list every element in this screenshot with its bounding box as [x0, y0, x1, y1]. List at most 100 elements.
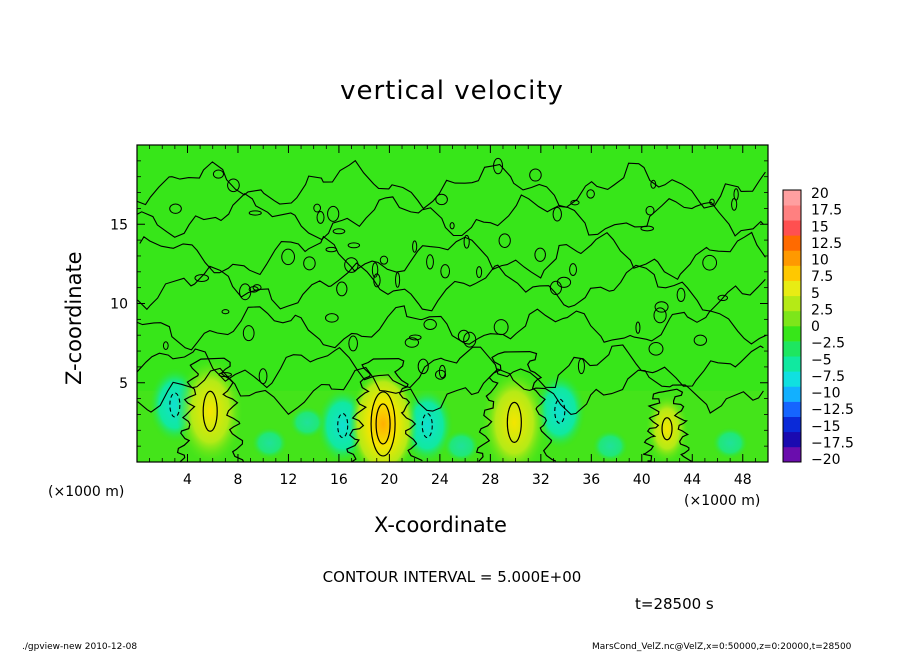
zero-contour [475, 350, 557, 462]
x-tick-label: 20 [380, 472, 398, 488]
x-tick-label: 32 [532, 472, 550, 488]
small-contour [347, 242, 361, 249]
small-contour [404, 337, 420, 348]
small-contour [556, 276, 572, 288]
small-contour [635, 321, 641, 334]
x-tick-label: 36 [582, 472, 600, 488]
chart-title: vertical velocity [340, 76, 564, 106]
small-contour [654, 301, 669, 313]
small-contour [463, 234, 470, 249]
zero-contour [137, 305, 767, 351]
colorbar-label: 2.5 [811, 302, 833, 318]
small-contour [440, 264, 451, 279]
small-contour [162, 341, 169, 351]
colorbar-label: 20 [811, 186, 829, 202]
x-tick-label: 48 [734, 472, 752, 488]
x-tick-label: 8 [233, 472, 242, 488]
contour-interval-text: CONTOUR INTERVAL = 5.000E+00 [322, 568, 582, 586]
updraft-contour [370, 391, 396, 457]
small-contour [248, 210, 262, 216]
small-contour [248, 286, 259, 293]
x-axis-unit-left: (×1000 m) [48, 484, 125, 500]
colorbar-segment [783, 220, 801, 236]
small-contour [717, 294, 728, 302]
colorbar-label: 17.5 [811, 203, 842, 219]
colorbar-label: 15 [811, 219, 829, 235]
zero-contour [176, 357, 245, 462]
colorbar-label: −7.5 [811, 369, 845, 385]
small-contour [395, 272, 401, 288]
downdraft-contour [554, 398, 566, 424]
small-contour [569, 263, 577, 277]
x-axis-ticks: 4 8 12 16 20 24 28 32 36 40 44 48 [149, 145, 756, 488]
colorbar-segment [783, 310, 801, 327]
zero-contour [137, 366, 764, 415]
x-tick-label: 16 [330, 472, 348, 488]
small-contour [242, 325, 255, 342]
small-contour [702, 254, 718, 271]
colorbar-label: −10 [811, 386, 841, 402]
colorbar-label: 10 [811, 253, 829, 269]
x-tick-label: 44 [683, 472, 701, 488]
updraft-core [176, 355, 245, 462]
small-contour [212, 169, 224, 179]
colorbar-segment [783, 326, 801, 342]
colorbar-segment [783, 341, 801, 357]
x-axis-unit-right: (×1000 m) [684, 493, 761, 509]
small-contour [435, 193, 448, 206]
y-axis-ticks: 5 10 15 [110, 160, 768, 447]
weak-downdraft [251, 426, 288, 459]
small-contour [371, 262, 379, 278]
y-tick-label: 10 [110, 297, 128, 313]
colorbar-segment [783, 371, 801, 387]
colorbar-segment [783, 416, 801, 433]
small-contour [640, 225, 654, 232]
small-contour [529, 168, 542, 182]
small-contour [258, 368, 268, 385]
x-tick-label: 28 [481, 472, 499, 488]
weak-downdraft [289, 406, 326, 439]
colorbar-segment [783, 431, 801, 448]
footer-right: MarsCond_VelZ.nc@VelZ,x=0:50000,z=0:2000… [592, 642, 852, 652]
colorbar-segment [783, 356, 801, 372]
small-contour [650, 179, 657, 189]
downdraft-contour [169, 392, 181, 418]
small-contour [570, 199, 580, 206]
small-contour [169, 203, 182, 214]
zero-contour [643, 388, 692, 462]
small-contour [423, 318, 437, 331]
y-tick-label: 15 [110, 217, 128, 233]
small-contour [316, 211, 325, 224]
x-axis-label: X-coordinate [374, 513, 507, 537]
downdraft-contour [337, 412, 349, 439]
small-contour [227, 178, 240, 193]
footer-left: ./gpview-new 2010-12-08 [22, 642, 138, 652]
small-contour [709, 198, 715, 206]
updraft-contour [661, 417, 673, 441]
colorbar-label: 5 [811, 286, 820, 302]
zero-contour [139, 231, 766, 281]
colorbar-segment [783, 265, 801, 281]
velocity-field [137, 355, 768, 462]
small-contour [281, 248, 295, 266]
small-contour [577, 358, 585, 375]
small-contour [731, 198, 738, 211]
weak-downdraft [443, 430, 480, 462]
colorbar-label: −5 [811, 352, 832, 368]
colorbar-label: 12.5 [811, 236, 842, 252]
colorbar-segment [783, 190, 801, 206]
small-contour [194, 274, 210, 283]
updraft-core [349, 367, 418, 462]
small-contour [379, 255, 389, 265]
y-axis-label: Z-coordinate [62, 251, 86, 385]
small-contour [549, 280, 562, 295]
small-contour [693, 334, 708, 346]
small-contour [463, 331, 477, 348]
updraft-contour [506, 401, 522, 443]
colorbar-label: 0 [811, 319, 820, 335]
colorbar-label: 7.5 [811, 269, 833, 285]
small-contour [653, 307, 667, 324]
small-contour [645, 205, 655, 216]
small-contour [221, 309, 230, 315]
